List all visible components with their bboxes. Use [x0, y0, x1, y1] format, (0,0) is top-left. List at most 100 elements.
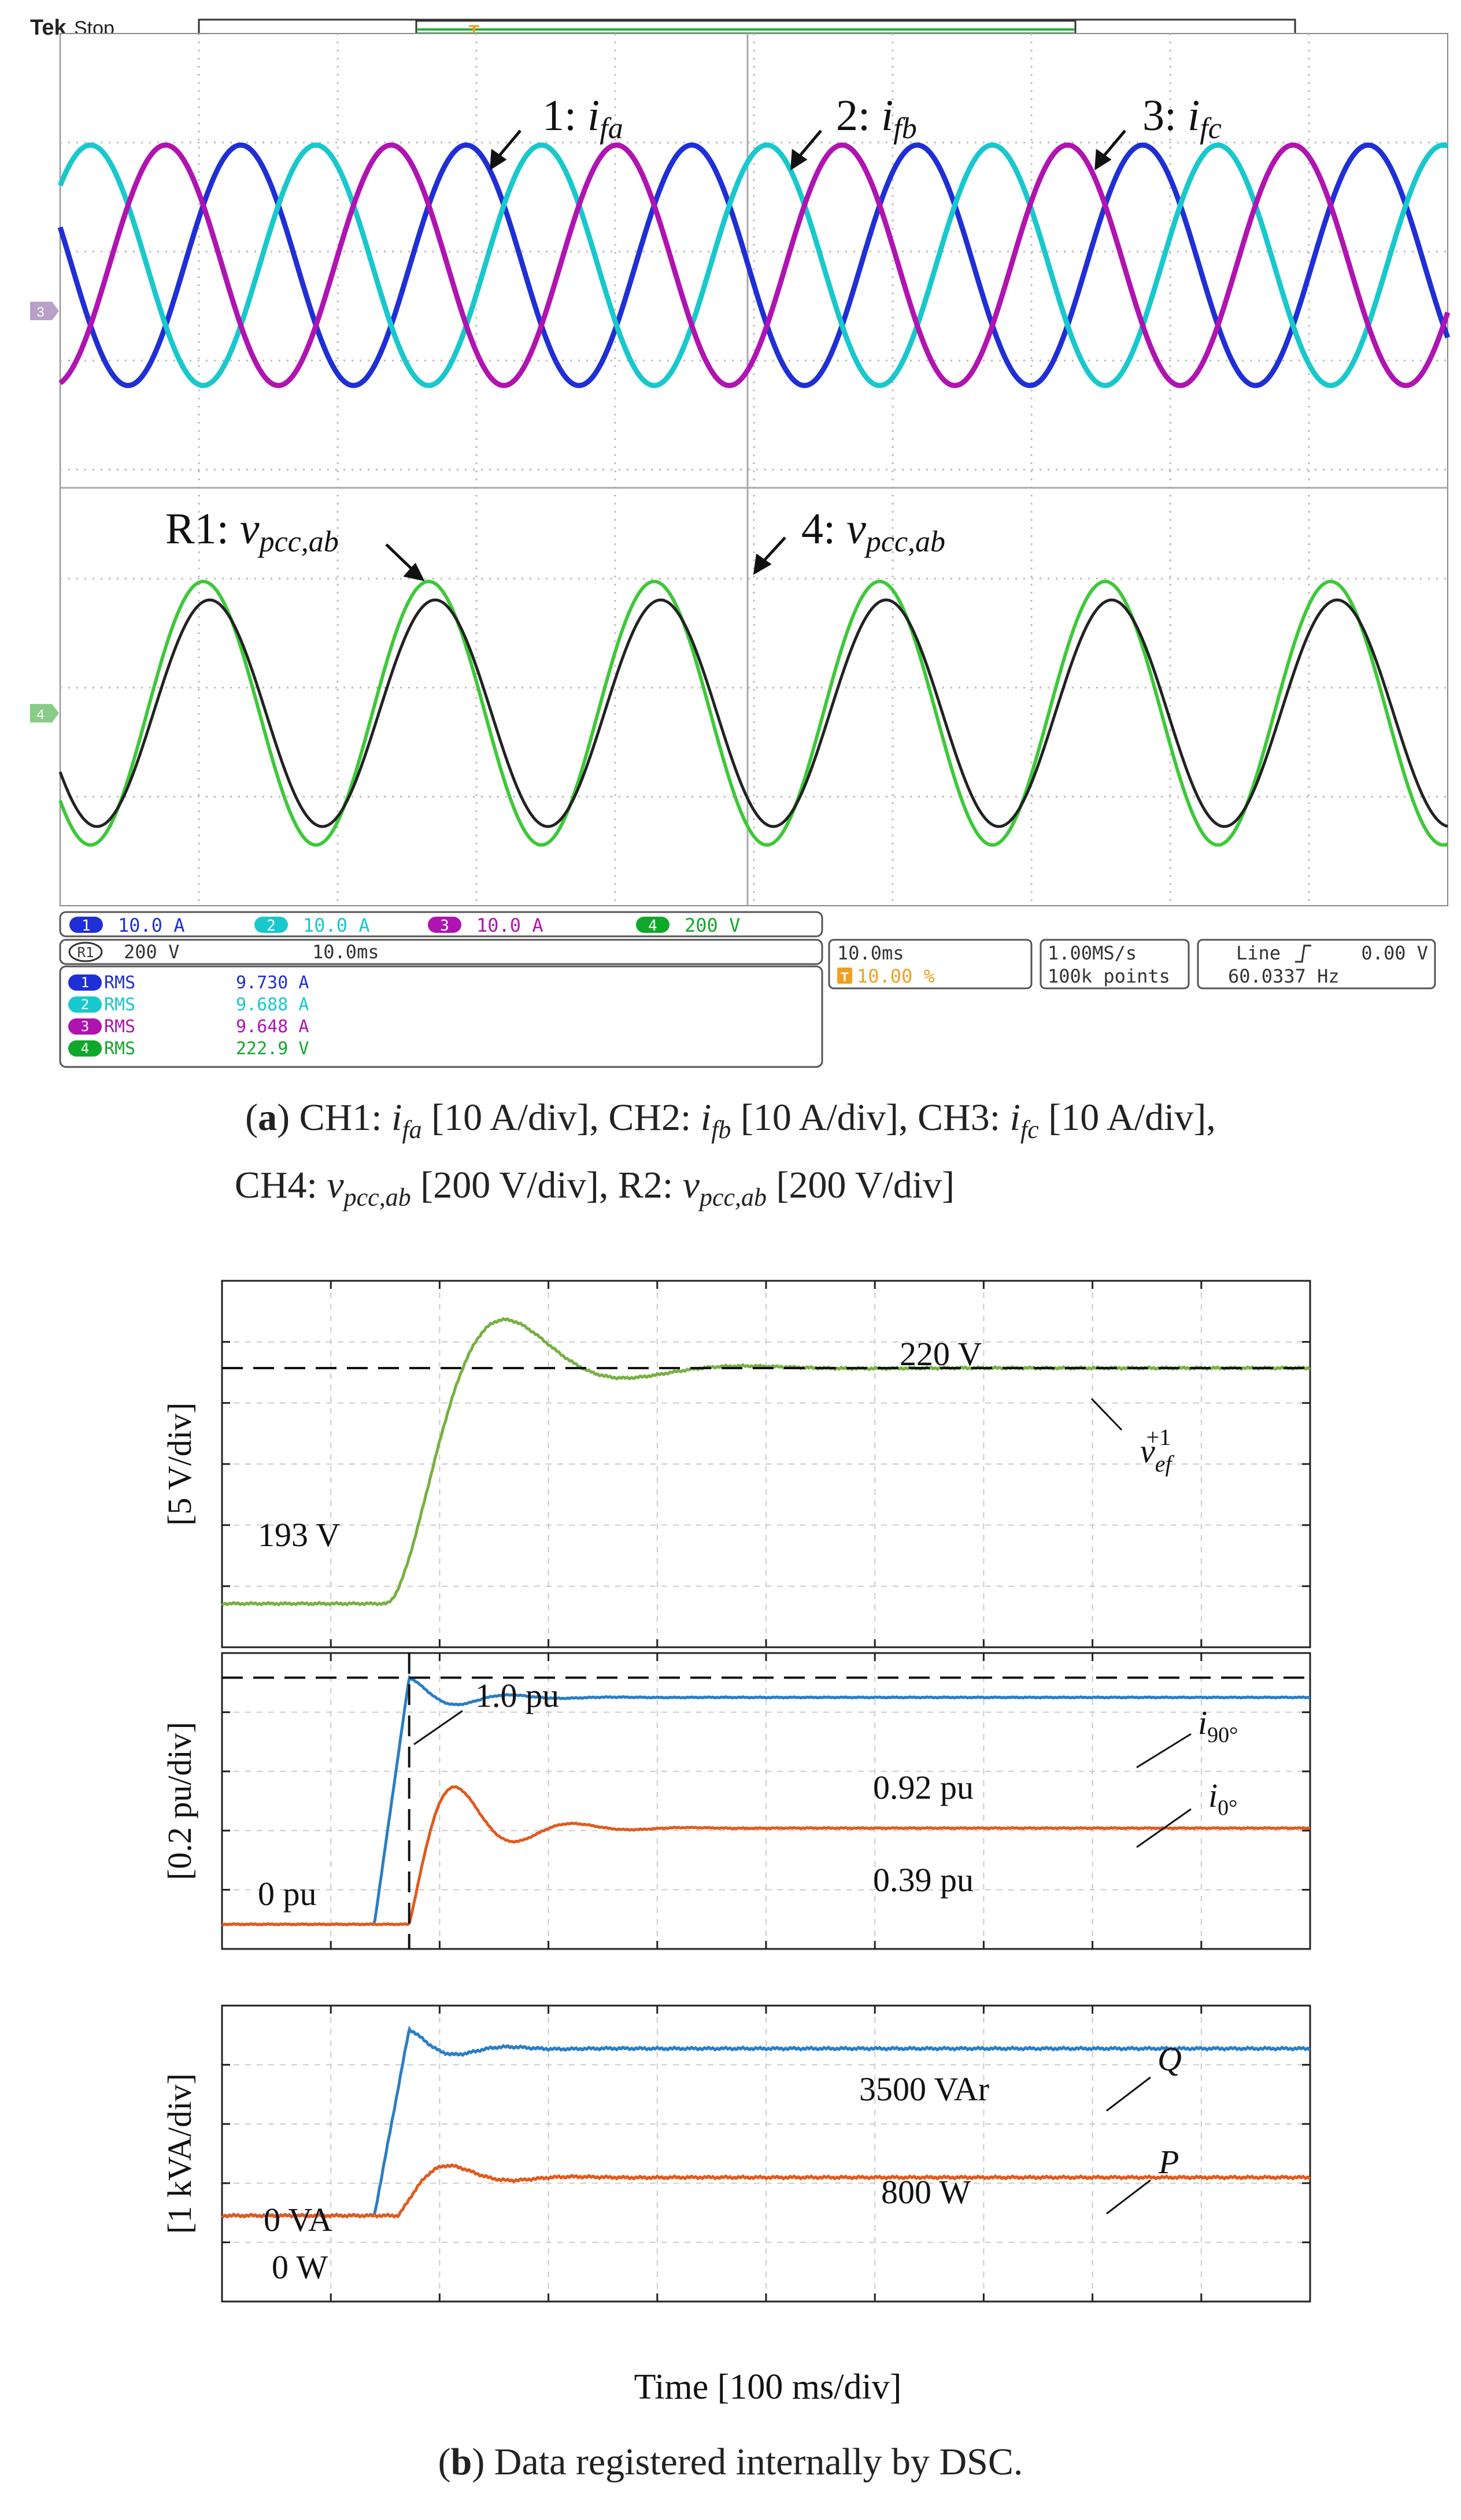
trigger-pos-icon — [837, 968, 852, 984]
caption-a-line1: (a) CH1: ifa [10 A/div], CH2: ifb [10 A/… — [245, 1096, 1216, 1144]
svg-text:10.0 A: 10.0 A — [118, 914, 185, 936]
measurement-row: 4 RMS 222.9 V — [68, 1039, 309, 1059]
panel2-i0-final: 0.39 pu — [873, 1861, 974, 1899]
svg-text:1: 1 — [82, 917, 91, 935]
panel2-ylabel: [0.2 pu/div] — [161, 1722, 198, 1880]
scope-graticule — [60, 33, 1448, 906]
panel3-ylabel: [1 kVA/div] — [161, 2073, 198, 2234]
panel3-p-label: P — [1106, 2143, 1179, 2215]
series-i0 — [221, 1785, 1311, 1926]
svg-text:2: 2 — [81, 996, 89, 1013]
panel3-q-label: Q — [1106, 2040, 1182, 2112]
svg-text:3: 3 — [36, 305, 44, 320]
label-r1: R1: vpcc,ab — [165, 505, 339, 558]
svg-text:4: 4 — [36, 707, 44, 722]
svg-text:RMS: RMS — [104, 1039, 135, 1059]
ref-time: 10.0ms — [312, 941, 379, 963]
svg-text:R1: R1 — [77, 944, 94, 961]
panel1-final-label: 220 V — [900, 1335, 982, 1373]
measurement-row: 3 RMS 9.648 A — [68, 1017, 309, 1037]
panel2-start-label: 0 pu — [258, 1875, 317, 1913]
ch3-scale: 3 10.0 A — [428, 914, 543, 936]
panel3-w-start: 0 W — [272, 2248, 328, 2286]
label-ifb: 2: ifb — [836, 91, 917, 145]
caption-a-line2: CH4: vpcc,ab [200 V/div], R2: vpcc,ab [2… — [234, 1164, 955, 1212]
scope-waveforms — [57, 142, 1451, 847]
trigger-pos: 10.00 % — [857, 965, 935, 987]
chart-panel-1 — [221, 1280, 1311, 1648]
series-p — [221, 2163, 1311, 2219]
svg-text:2: 2 — [267, 917, 276, 935]
svg-text:vef+1: vef+1 — [1140, 1424, 1175, 1477]
svg-text:4: vpcc,ab: 4: vpcc,ab — [801, 505, 945, 558]
svg-text:Q: Q — [1157, 2040, 1182, 2078]
svg-text:3: 3 — [81, 1018, 89, 1035]
svg-text:P: P — [1158, 2143, 1179, 2181]
ch1-scale: 1 10.0 A — [69, 914, 185, 936]
panel1-start-label: 193 V — [258, 1516, 340, 1554]
svg-text:4: 4 — [648, 917, 657, 935]
frequency-readout: 60.0337 Hz — [1228, 965, 1340, 987]
record-length: 100k points — [1048, 965, 1170, 987]
ch3-marker-icon: 3 — [30, 302, 59, 320]
waveform-ifc — [58, 142, 1451, 388]
ref-scale: 200 V — [124, 941, 179, 963]
panel3-p-final: 800 W — [881, 2173, 971, 2211]
measurement-row: 1 RMS 9.730 A — [68, 973, 309, 993]
waveform-ifa — [57, 142, 1451, 388]
panel1-series-label: vef+1 — [1090, 1398, 1175, 1477]
timebase-box: 10.0ms T 10.00 % — [828, 939, 1033, 990]
svg-text:9.730 A: 9.730 A — [236, 973, 309, 993]
ref-scale-bar: R1 200 V 10.0ms — [59, 939, 823, 965]
panel2-peak-label: 1.0 pu — [475, 1677, 559, 1714]
timebase: 10.0ms — [837, 942, 904, 964]
panel3-va-start: 0 VA — [264, 2201, 332, 2239]
rising-edge-icon — [1295, 944, 1311, 963]
svg-text:3: ifc: 3: ifc — [1142, 91, 1222, 145]
waveform-ifb — [57, 142, 1449, 388]
svg-text:222.9 V: 222.9 V — [236, 1039, 309, 1059]
ch2-scale: 2 10.0 A — [254, 914, 370, 936]
svg-text:10.0 A: 10.0 A — [303, 914, 370, 936]
waveform-v4 — [58, 580, 1449, 847]
svg-text:T: T — [841, 970, 849, 984]
svg-text:2: ifb: 2: ifb — [836, 91, 917, 145]
label-ifc: 3: ifc — [1142, 91, 1222, 145]
ref-icon: R1 — [68, 942, 103, 962]
svg-text:9.648 A: 9.648 A — [236, 1017, 309, 1037]
panel3-q-final: 3500 VAr — [859, 2070, 989, 2108]
sample-rate: 1.00MS/s — [1048, 942, 1137, 964]
svg-text:1: ifa: 1: ifa — [542, 91, 623, 145]
acquisition-box: 1.00MS/s 100k points — [1040, 939, 1190, 990]
label-v4: 4: vpcc,ab — [801, 505, 945, 558]
svg-text:1: 1 — [81, 974, 89, 991]
panel2-i90-final: 0.92 pu — [873, 1769, 974, 1806]
svg-text:RMS: RMS — [104, 1017, 135, 1037]
ch4-scale: 4 200 V — [636, 914, 740, 936]
svg-text:R1: vpcc,ab: R1: vpcc,ab — [165, 505, 339, 558]
channel-scale-bar: 1 10.0 A 2 10.0 A 3 10.0 A 4 200 V — [59, 911, 823, 937]
trigger-box: Line 0.00 V 60.0337 Hz — [1197, 939, 1436, 990]
ch4-marker-icon: 4 — [30, 704, 59, 722]
caption-b: (b) Data registered internally by DSC. — [438, 2441, 1023, 2483]
svg-text:3: 3 — [440, 917, 449, 935]
svg-text:10.0 A: 10.0 A — [476, 914, 543, 936]
panel1-ylabel: [5 V/div] — [161, 1402, 198, 1525]
svg-text:4: 4 — [81, 1040, 89, 1057]
oscilloscope-screenshot: Tek Stop T T 3 4 1: ifa 2: ifb 3: ifc R1… — [30, 16, 1451, 1068]
dsc-charts: [5 V/div] 193 V 220 V vef+1 [0.2 pu/div]… — [161, 1280, 1311, 2407]
svg-text:200 V: 200 V — [685, 914, 740, 936]
series-i90 — [221, 1674, 1311, 1926]
trigger-level: 0.00 V — [1361, 942, 1428, 964]
waveform-r1 — [58, 598, 1448, 828]
trigger-source: Line — [1236, 942, 1281, 964]
svg-text:RMS: RMS — [104, 973, 135, 993]
time-axis-label: Time [100 ms/div] — [634, 2367, 902, 2407]
svg-text:9.688 A: 9.688 A — [236, 995, 309, 1015]
label-arrows — [385, 129, 1126, 581]
label-ifa: 1: ifa — [542, 91, 623, 145]
caption-a: (a) CH1: ifa [10 A/div], CH2: ifb [10 A/… — [0, 1090, 1461, 1225]
svg-text:RMS: RMS — [104, 995, 135, 1015]
chart-panel-2 — [221, 1652, 1311, 1950]
measurement-panel: 1 RMS 9.730 A 2 RMS 9.688 A 3 RMS 9.648 A 4 RMS 222… — [59, 965, 823, 1068]
